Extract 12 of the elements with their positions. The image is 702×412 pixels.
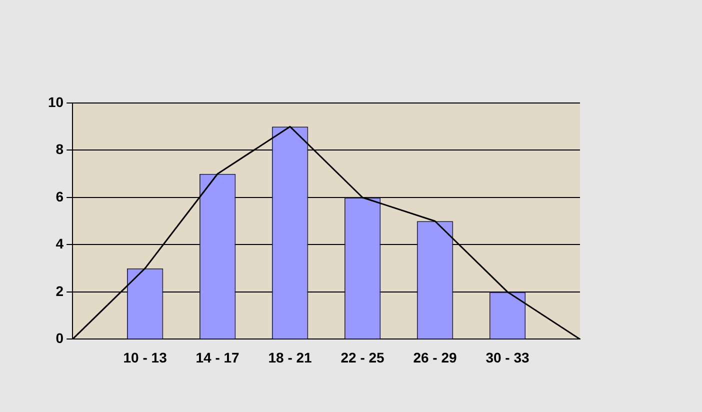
x-tick-label: 18 - 21 [268,349,312,366]
x-tick-label: 30 - 33 [486,349,530,366]
y-tick-label: 8 [56,141,64,158]
x-tick-label: 14 - 17 [196,349,240,366]
y-tick-label: 6 [56,188,64,204]
y-tick-label: 10 [48,94,64,110]
x-tick-label: 10 - 13 [123,349,168,366]
y-tick-label: 4 [56,236,64,252]
x-tick-label: 26 - 29 [413,349,458,366]
x-tick-label: 22 - 25 [340,349,385,366]
y-tick-label: 0 [56,330,64,346]
y-tick-label: 2 [56,282,64,299]
